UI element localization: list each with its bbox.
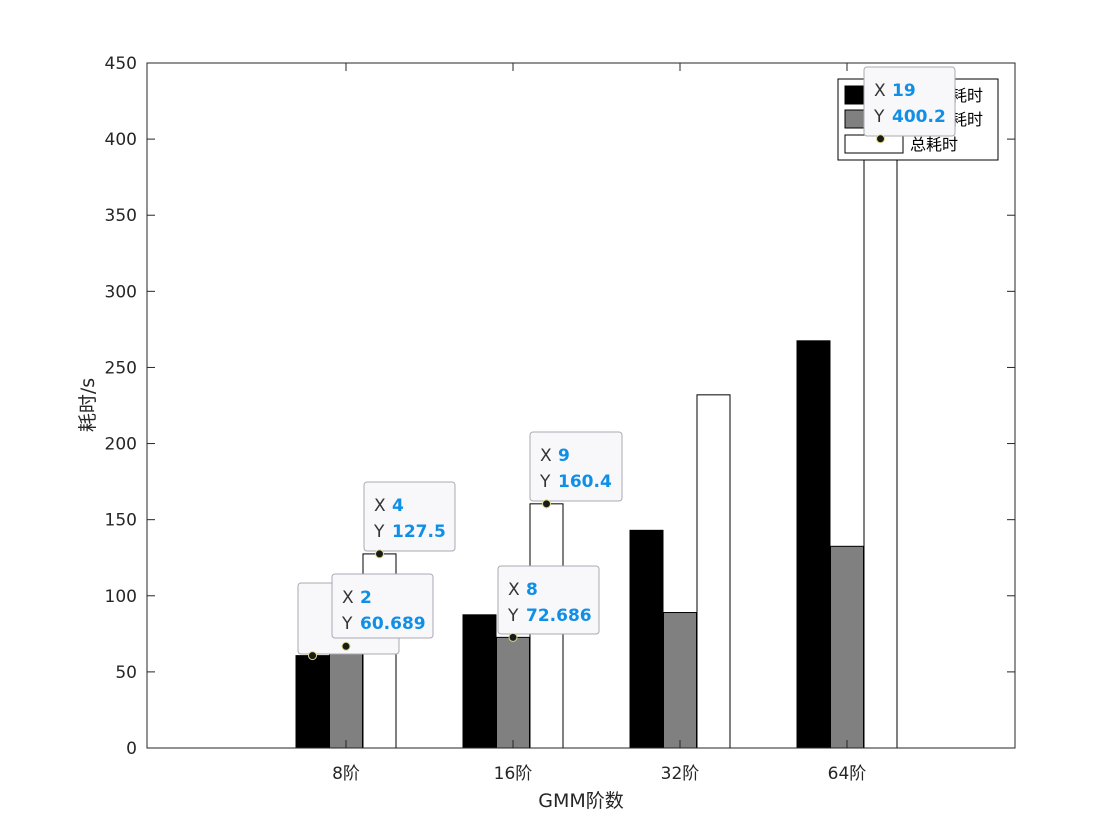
datatip-x-key: X bbox=[342, 588, 354, 608]
x-tick-label: 64阶 bbox=[828, 764, 867, 784]
datatips-layer: 11X2Y60.689X4Y127.5X8Y72.686X9Y160.4X19Y… bbox=[297, 66, 956, 661]
bars-layer bbox=[295, 138, 898, 749]
datatip-x-value: 2 bbox=[360, 588, 372, 608]
bar-s2-2[interactable] bbox=[496, 636, 530, 749]
y-tick-label: 450 bbox=[105, 54, 137, 74]
y-tick-label: 300 bbox=[105, 282, 137, 302]
datatip-4[interactable]: X 8Y 72.686 bbox=[497, 565, 600, 642]
datatip-x-value: 8 bbox=[526, 580, 538, 600]
bar-s2-1[interactable] bbox=[329, 645, 363, 749]
datatip-y-value: 127.5 bbox=[392, 522, 446, 542]
datatip-box bbox=[529, 431, 623, 502]
datatip-x-key: X bbox=[874, 81, 886, 101]
datatip-marker bbox=[876, 134, 885, 144]
datatip-y-key: Y bbox=[539, 472, 551, 492]
datatip-x-key: X bbox=[508, 580, 520, 600]
datatip-y-value: 72.686 bbox=[526, 606, 592, 626]
datatip-marker bbox=[508, 632, 518, 642]
x-axis-label: GMM阶数 bbox=[538, 790, 624, 812]
datatip-x-key: X bbox=[540, 446, 552, 466]
datatip-x-key: X bbox=[374, 496, 386, 516]
ticks-layer: 0 50 100 150 200 250 300 350 400 450 8阶 16阶 32阶 64阶 bbox=[105, 54, 1015, 784]
legend-label-3: 总耗时 bbox=[910, 135, 958, 154]
datatip-y-value: 160.4 bbox=[558, 472, 612, 492]
datatip-x-value: 4 bbox=[392, 496, 404, 516]
datatip-marker bbox=[542, 499, 551, 509]
y-tick-label: 50 bbox=[115, 663, 137, 683]
datatip-6[interactable]: X 19 Y 400.2 bbox=[863, 66, 956, 144]
datatip-y-key: Y bbox=[373, 522, 385, 542]
datatip-box bbox=[331, 573, 434, 639]
y-tick-label: 250 bbox=[105, 358, 137, 378]
datatip-y-key: Y bbox=[873, 107, 885, 127]
legend-label-fragment-1: 耗时 bbox=[951, 86, 983, 105]
x-tick-label: 8阶 bbox=[332, 764, 360, 784]
bar-s3-4[interactable] bbox=[863, 138, 898, 749]
y-tick-label: 200 bbox=[105, 435, 137, 455]
datatip-1[interactable]: X 2Y 60.689 bbox=[308, 573, 434, 661]
bar-s1-4[interactable] bbox=[796, 340, 831, 749]
y-tick-label: 100 bbox=[105, 587, 137, 607]
bar-s3-3[interactable] bbox=[696, 394, 731, 749]
datatip-x-value: 19 bbox=[892, 81, 916, 101]
datatip-y-key: Y bbox=[341, 614, 353, 634]
bar-s1-2[interactable] bbox=[462, 614, 497, 749]
y-axis-label: 耗时/s bbox=[77, 378, 99, 432]
datatip-marker bbox=[308, 651, 317, 661]
bar-s1-3[interactable] bbox=[629, 529, 664, 749]
datatip-y-value: 60.689 bbox=[360, 614, 426, 634]
datatip-box bbox=[363, 481, 456, 552]
legend-label-fragment-2: 耗时 bbox=[951, 110, 983, 129]
bar-s2-4[interactable] bbox=[830, 545, 864, 749]
y-tick-label: 0 bbox=[126, 739, 137, 759]
y-tick-label: 400 bbox=[105, 130, 137, 150]
datatip-box bbox=[497, 565, 600, 635]
x-tick-label: 16阶 bbox=[494, 764, 533, 784]
datatip-x-value: 9 bbox=[558, 446, 570, 466]
datatip-marker bbox=[341, 641, 351, 651]
datatip-3[interactable]: X 4Y 127.5 bbox=[363, 481, 456, 559]
x-tick-label: 32阶 bbox=[661, 764, 700, 784]
y-tick-label: 350 bbox=[105, 206, 137, 226]
datatip-marker bbox=[375, 549, 384, 559]
datatip-box bbox=[863, 66, 956, 137]
datatip-y-key: Y bbox=[507, 606, 519, 626]
legend-swatch-3 bbox=[844, 134, 904, 154]
datatip-y-value: 400.2 bbox=[892, 107, 946, 127]
bar-s2-3[interactable] bbox=[663, 612, 697, 749]
y-tick-label: 150 bbox=[105, 511, 137, 531]
bar-s1-1[interactable] bbox=[295, 655, 330, 749]
plot-area-frame bbox=[146, 62, 1016, 749]
datatip-5[interactable]: X 9Y 160.4 bbox=[529, 431, 623, 509]
